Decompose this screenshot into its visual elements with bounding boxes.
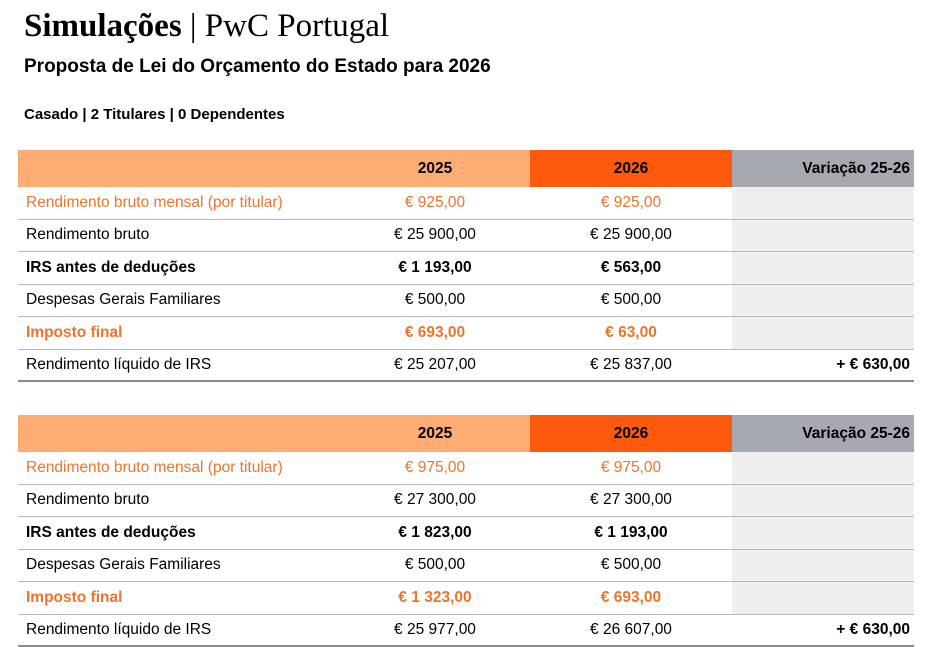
cell: € 1 193,00 [340, 252, 530, 284]
cell: IRS antes de deduções [18, 252, 340, 284]
cell: € 63,00 [530, 317, 732, 349]
cell: € 25 207,00 [340, 350, 530, 381]
cell: Rendimento bruto [18, 485, 340, 517]
title: Simulações | PwC Portugal [24, 8, 389, 45]
cell: Rendimento bruto mensal (por titular) [18, 452, 340, 484]
table-row: IRS antes de deduções€ 1 823,00€ 1 193,0… [18, 517, 914, 550]
table-row: IRS antes de deduções€ 1 193,00€ 563,00 [18, 252, 914, 285]
cell: € 563,00 [530, 252, 732, 284]
header-cell [18, 415, 340, 452]
cell [732, 317, 914, 349]
cell: Imposto final [18, 582, 340, 614]
cell: € 975,00 [530, 452, 732, 484]
table-row: Rendimento bruto€ 25 900,00€ 25 900,00 [18, 220, 914, 253]
cell: € 1 823,00 [340, 517, 530, 549]
table-row: Imposto final€ 693,00€ 63,00 [18, 317, 914, 350]
cell [732, 220, 914, 252]
cell: € 26 607,00 [530, 615, 732, 646]
cell: € 925,00 [530, 187, 732, 219]
brand: | PwC Portugal [190, 8, 389, 44]
cell: + € 630,00 [732, 615, 914, 646]
page: Simulações | PwC Portugal Proposta de Le… [0, 0, 932, 621]
cell: € 1 193,00 [530, 517, 732, 549]
cell: IRS antes de deduções [18, 517, 340, 549]
table-row: Rendimento bruto mensal (por titular)€ 9… [18, 452, 914, 485]
cell: € 25 837,00 [530, 350, 732, 381]
cell: € 693,00 [340, 317, 530, 349]
cell [732, 452, 914, 484]
cell: Imposto final [18, 317, 340, 349]
cell [732, 517, 914, 549]
cell: € 500,00 [340, 550, 530, 582]
cell [732, 485, 914, 517]
cell: € 500,00 [530, 550, 732, 582]
header-cell: 2026 [530, 415, 732, 452]
header-cell [18, 150, 340, 187]
cell [732, 187, 914, 219]
scenario: Casado | 2 Titulares | 0 Dependentes [24, 106, 285, 123]
cell: € 693,00 [530, 582, 732, 614]
cell: Despesas Gerais Familiares [18, 285, 340, 317]
cell: € 25 900,00 [340, 220, 530, 252]
table-row: Despesas Gerais Familiares€ 500,00€ 500,… [18, 550, 914, 583]
cell: € 1 323,00 [340, 582, 530, 614]
title-main: Simulações [24, 8, 182, 44]
cell: € 27 300,00 [530, 485, 732, 517]
subtitle: Proposta de Lei do Orçamento do Estado p… [24, 56, 491, 78]
cell [732, 252, 914, 284]
header-cell: Variação 25-26 [732, 150, 914, 187]
cell [732, 582, 914, 614]
cell: Rendimento líquido de IRS [18, 615, 340, 646]
header-cell: Variação 25-26 [732, 415, 914, 452]
cell: € 500,00 [530, 285, 732, 317]
cell: € 925,00 [340, 187, 530, 219]
table-row: Despesas Gerais Familiares€ 500,00€ 500,… [18, 285, 914, 318]
cell: € 975,00 [340, 452, 530, 484]
cell [732, 550, 914, 582]
cell [732, 285, 914, 317]
table-row: Rendimento líquido de IRS€ 25 207,00€ 25… [18, 350, 914, 383]
table-row: Rendimento líquido de IRS€ 25 977,00€ 26… [18, 615, 914, 647]
cell: € 27 300,00 [340, 485, 530, 517]
cell: Rendimento bruto [18, 220, 340, 252]
cell: € 25 977,00 [340, 615, 530, 646]
cell: Rendimento bruto mensal (por titular) [18, 187, 340, 219]
header-cell: 2025 [340, 150, 530, 187]
header-cell: 2025 [340, 415, 530, 452]
cell: Despesas Gerais Familiares [18, 550, 340, 582]
table-row: Rendimento bruto€ 27 300,00€ 27 300,00 [18, 485, 914, 518]
cell: Rendimento líquido de IRS [18, 350, 340, 381]
header-cell: 2026 [530, 150, 732, 187]
cell: € 500,00 [340, 285, 530, 317]
table-row: Imposto final€ 1 323,00€ 693,00 [18, 582, 914, 615]
cell: € 25 900,00 [530, 220, 732, 252]
cell: + € 630,00 [732, 350, 914, 381]
table-row: Rendimento bruto mensal (por titular)€ 9… [18, 187, 914, 220]
